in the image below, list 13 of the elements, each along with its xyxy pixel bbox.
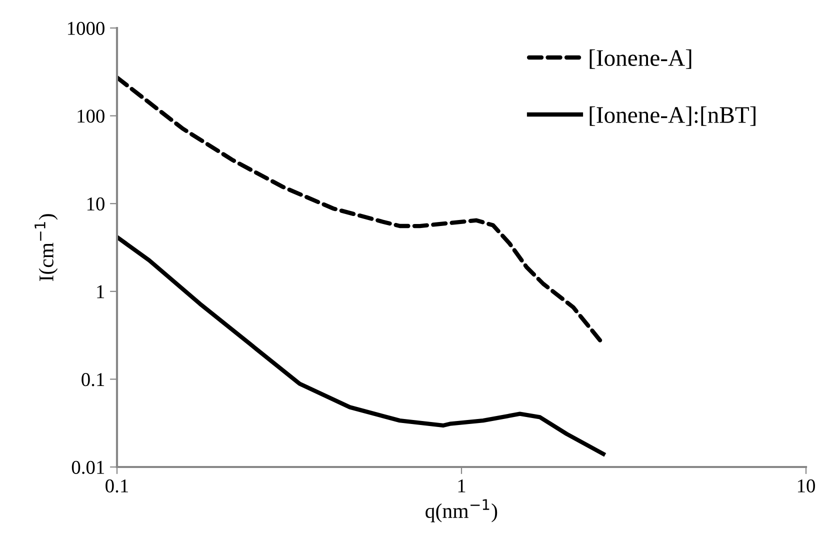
legend-label: [Ionene-A]:[nBT] xyxy=(590,106,756,126)
y-tick-label: 10 xyxy=(87,197,104,211)
x-tick-label: 1 xyxy=(458,479,466,492)
x-tick-label: 10 xyxy=(798,479,815,492)
x-axis-title: q(nm$^{−1}$) xyxy=(426,499,498,522)
y-axis-title: I(cm$^{−1}$) xyxy=(34,214,58,282)
legend-label: [Ionene-A] xyxy=(590,49,692,69)
y-tick-label: 1000 xyxy=(68,22,104,35)
y-tick-label: 1 xyxy=(97,285,104,298)
y-tick-label: 0.1 xyxy=(82,373,104,386)
y-tick-label: 0.01 xyxy=(72,460,104,474)
x-tick-label: 0.1 xyxy=(106,479,128,493)
y-tick-label: 100 xyxy=(78,110,104,123)
